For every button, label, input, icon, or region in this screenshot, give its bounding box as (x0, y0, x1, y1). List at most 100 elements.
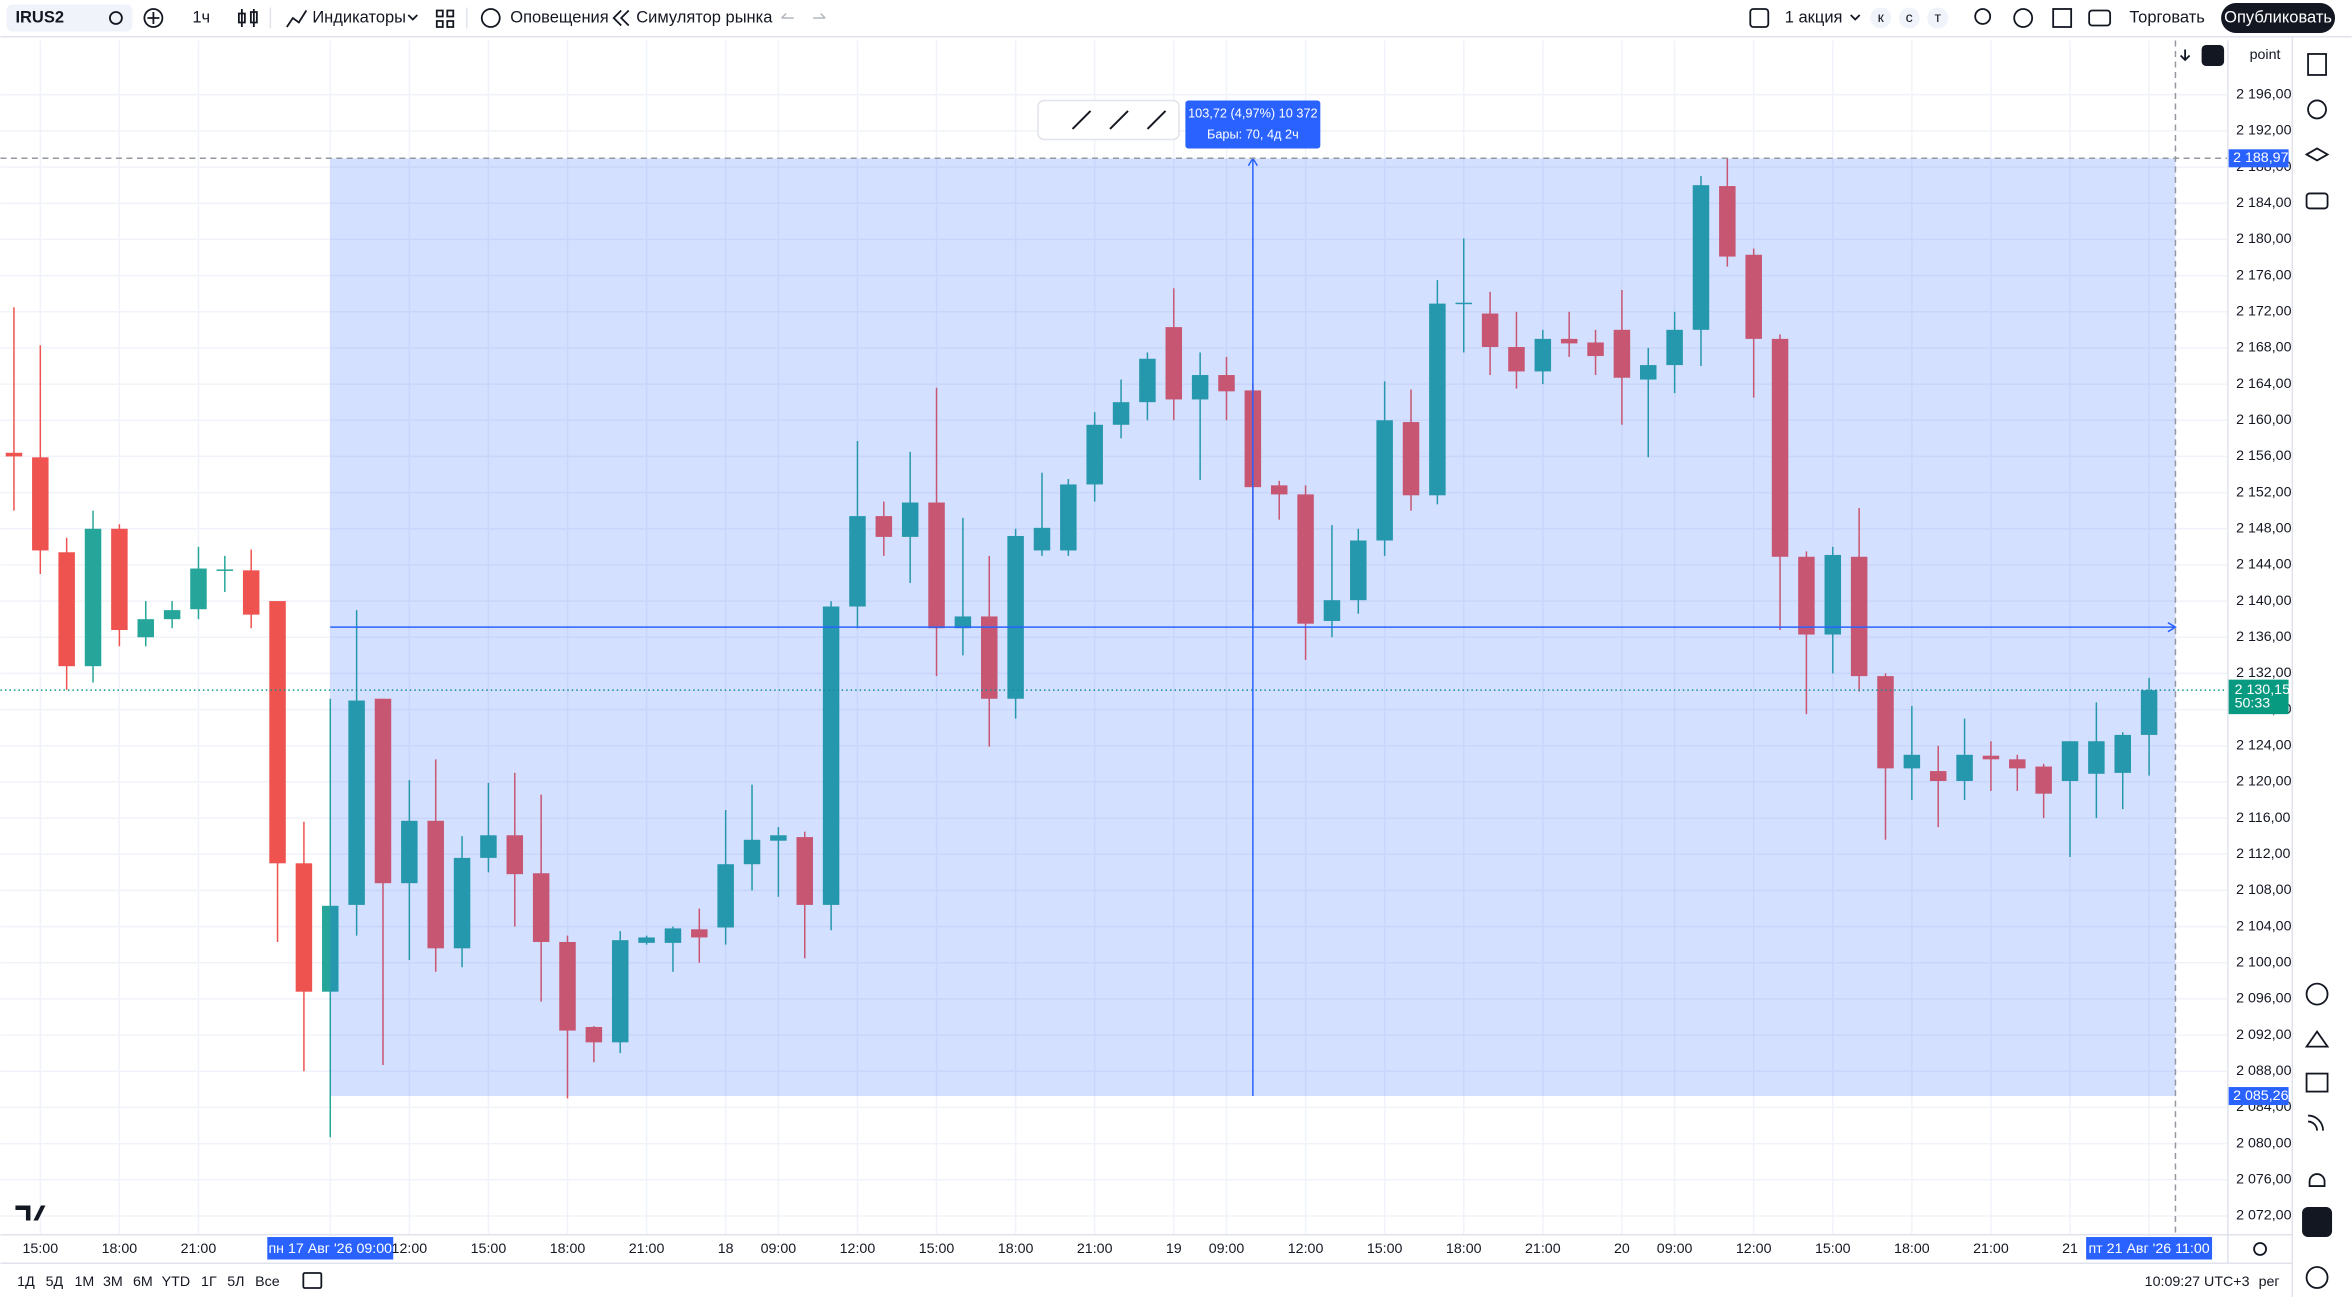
range-button[interactable]: Все (255, 1274, 280, 1290)
candle-body (1455, 302, 1472, 305)
candle-body (691, 929, 708, 938)
measure-low-label-bg (2228, 1087, 2289, 1106)
candle-body (1719, 186, 1736, 257)
right-sidebar (2302, 53, 2333, 1289)
y-tick-label: 2 168,00 (2236, 340, 2291, 356)
bell-icon[interactable] (2308, 1173, 2326, 1187)
layers-icon[interactable] (2304, 147, 2330, 162)
screenshot-icon[interactable] (2088, 9, 2112, 27)
y-tick-label: 2 108,00 (2236, 882, 2291, 898)
tv-logo[interactable] (15, 1205, 46, 1221)
trade-button[interactable]: Торговать (2129, 8, 2204, 26)
y-tick-label: 2 164,00 (2236, 376, 2291, 392)
x-tick-label: 18:00 (102, 1241, 138, 1257)
x-tick-label: 12:00 (392, 1241, 428, 1257)
y-tick-label: 2 144,00 (2236, 557, 2291, 573)
publish-button[interactable]: Опубликовать (2224, 8, 2332, 26)
undo-redo[interactable] (781, 12, 826, 19)
candle-body (1007, 535, 1024, 699)
checkbox[interactable] (1749, 8, 1770, 28)
candle-body (1270, 485, 1288, 495)
y-tick-label: 2 180,00 (2236, 231, 2291, 247)
templates-icon[interactable] (435, 9, 455, 28)
publish-pill[interactable] (2221, 2, 2336, 33)
x-tick-label: 15:00 (22, 1241, 58, 1257)
calendar-icon[interactable] (2305, 1072, 2329, 1093)
scroll-icon[interactable] (2179, 49, 2191, 62)
order-key-bg[interactable] (1927, 7, 1949, 29)
x-tick-label: пт 21 Авг '26 11:00 (2088, 1241, 2209, 1257)
settings-icon[interactable] (2013, 8, 2034, 28)
compare-button[interactable] (143, 8, 164, 28)
dropdown-icon[interactable] (407, 14, 418, 21)
interval[interactable]: 1ч (192, 8, 210, 26)
measure-summary: 103,72 (4,97%) 10 372 (1188, 105, 1318, 120)
y-tick-label: 2 140,00 (2236, 593, 2291, 609)
range-button[interactable]: 1Г (201, 1274, 217, 1290)
plus-icon (143, 8, 164, 28)
candle-body (559, 941, 576, 1031)
replay-button[interactable]: Симулятор рынка (636, 8, 773, 26)
target-icon[interactable] (2305, 982, 2329, 1006)
candle-body (1218, 375, 1235, 392)
apps-icon[interactable] (2302, 1207, 2333, 1238)
order-key[interactable]: с (1906, 10, 1913, 26)
scale-mode[interactable]: point (2250, 47, 2281, 63)
order-key-bg[interactable] (1870, 7, 1892, 29)
indicators-button[interactable]: Индикаторы (312, 8, 406, 26)
order-key-bg[interactable] (1898, 7, 1920, 29)
range-button[interactable]: YTD (162, 1274, 190, 1290)
measure-high-label: 2 188,97 (2233, 150, 2288, 166)
chart-type-icon[interactable] (237, 8, 258, 27)
range-button[interactable]: 5Д (46, 1274, 64, 1290)
y-tick-label: 2 172,00 (2236, 304, 2291, 320)
ideas-icon[interactable] (2304, 1030, 2330, 1048)
range-button[interactable]: 1Д (17, 1274, 35, 1290)
candle-body (84, 528, 102, 667)
candle-body (322, 905, 339, 992)
stream-icon[interactable] (2307, 1114, 2324, 1131)
indicators-icon (286, 10, 308, 28)
candle-body (1956, 754, 1973, 782)
range-button[interactable]: 3М (103, 1274, 123, 1290)
chat-icon[interactable] (2305, 192, 2329, 210)
measure-low-label: 2 085,26 (2233, 1088, 2288, 1104)
x-tick-label: 21:00 (1973, 1241, 2009, 1257)
candle-body (1824, 554, 1842, 635)
zoom-icon[interactable] (1974, 8, 1992, 25)
dropdown-icon[interactable] (1850, 14, 1861, 21)
range-button[interactable]: 1М (75, 1274, 95, 1290)
order-key[interactable]: к (1878, 10, 1885, 26)
y-tick-label: 2 196,00 (2236, 87, 2291, 103)
date-range-icon[interactable] (302, 1272, 323, 1289)
alerts-button[interactable]: Оповещения (510, 8, 608, 26)
candle-body (1587, 342, 1604, 357)
candle-body (849, 516, 866, 607)
candle-body (1798, 556, 1815, 635)
symbol: IRUS2 (15, 8, 64, 26)
drawing-tool[interactable] (1109, 110, 1129, 130)
y-tick-label: 2 112,00 (2236, 846, 2290, 862)
range-button[interactable]: 5Л (227, 1274, 244, 1290)
candle-body (1191, 375, 1209, 400)
help-icon[interactable] (2305, 1266, 2329, 1289)
session[interactable]: рег (2259, 1274, 2280, 1290)
fullscreen-icon[interactable] (2052, 8, 2073, 28)
scale-toggle[interactable] (2201, 44, 2225, 66)
drawing-tool[interactable] (1071, 110, 1092, 130)
range-button[interactable]: 6М (133, 1274, 153, 1290)
quantity[interactable]: 1 акция (1785, 8, 1843, 26)
candle-body (506, 835, 524, 875)
candle-body (1429, 303, 1446, 496)
symbol-search[interactable]: IRUS2 (6, 4, 133, 32)
drawing-tool[interactable] (1146, 110, 1167, 130)
axis-settings[interactable] (2253, 1242, 2267, 1256)
watchlist-icon[interactable] (2307, 53, 2327, 76)
y-tick-label: 2 092,00 (2236, 1027, 2291, 1043)
candle-body (348, 700, 365, 905)
order-key[interactable]: т (1934, 10, 1941, 26)
clock-icon[interactable] (2307, 99, 2327, 120)
